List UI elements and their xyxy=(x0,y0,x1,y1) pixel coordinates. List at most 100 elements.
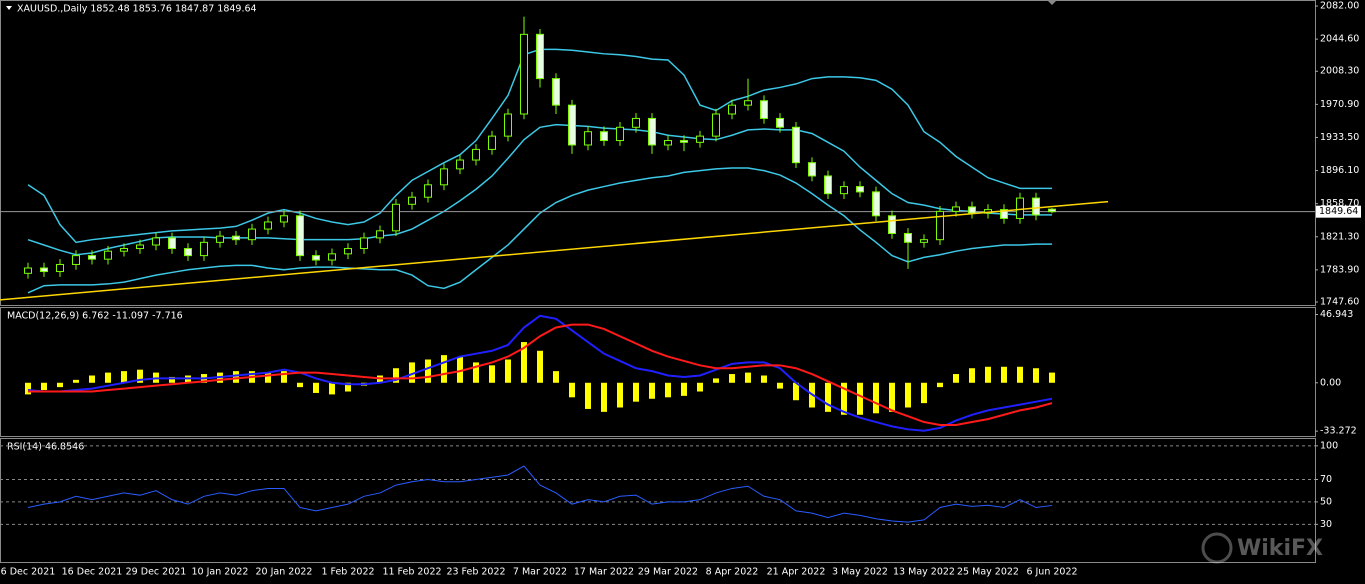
macd-line xyxy=(27,314,1053,432)
macd-bar xyxy=(233,371,239,383)
candle-body xyxy=(744,100,752,106)
macd-bar xyxy=(569,382,575,398)
macd-bar xyxy=(825,382,831,412)
macd-bar xyxy=(489,365,495,383)
y-tick-label: 1858.70 xyxy=(1320,198,1359,209)
candle-body xyxy=(632,117,640,128)
last-price-box xyxy=(1316,205,1361,218)
candle-body xyxy=(376,230,384,239)
x-tick-label: 11 Feb 2022 xyxy=(382,567,441,578)
y-tick-label: 1896.10 xyxy=(1320,165,1359,176)
candle-body xyxy=(1000,209,1008,219)
y-tick-label: 2082.00 xyxy=(1320,1,1359,12)
x-tick-label: 10 Jan 2022 xyxy=(192,567,249,578)
band-line xyxy=(27,167,1052,294)
macd-bar xyxy=(777,382,783,389)
candle-body xyxy=(808,162,816,177)
candle-body xyxy=(216,235,224,243)
rsi-title: RSI(14) 46.8546 xyxy=(7,442,84,453)
x-tick-label: 29 Dec 2021 xyxy=(126,567,187,578)
main-panel xyxy=(0,0,1316,306)
macd-panel xyxy=(0,307,1316,437)
y-tick-label: 1970.90 xyxy=(1320,99,1359,110)
menu-arrow[interactable] xyxy=(6,6,12,10)
y-tick-label: 70 xyxy=(1320,474,1332,485)
candle-body xyxy=(296,215,304,257)
macd-bar xyxy=(969,368,975,383)
candle-body xyxy=(24,267,32,274)
macd-bar xyxy=(873,382,879,414)
macd-bar xyxy=(57,382,63,388)
macd-bar xyxy=(761,375,767,383)
candle-body xyxy=(776,117,784,128)
macd-bar xyxy=(633,382,639,402)
panel-frames xyxy=(0,0,1316,563)
macd-bar xyxy=(297,382,303,388)
candle-body xyxy=(872,191,880,217)
candle-body xyxy=(168,237,176,250)
candle-body xyxy=(184,248,192,257)
macd-title: MACD(12,26,9) 6.762 -11.097 -7.716 xyxy=(7,311,183,322)
candle-body xyxy=(504,113,512,137)
x-tick-label: 21 Apr 2022 xyxy=(767,567,826,578)
macd-bar xyxy=(921,382,927,404)
candle-body xyxy=(600,131,608,142)
watermark-text: WikiFX xyxy=(1237,536,1323,561)
candle-body xyxy=(520,33,528,115)
chart-title: XAUUSD.,Daily 1852.48 1853.76 1847.87 18… xyxy=(17,4,257,15)
candle-body xyxy=(936,210,944,241)
macd-bar xyxy=(905,382,911,408)
candle-body xyxy=(56,263,64,273)
macd-bar xyxy=(585,382,591,409)
macd-bar xyxy=(1049,372,1055,383)
macd-bar xyxy=(665,382,671,398)
macd-bar xyxy=(345,382,351,392)
candle-body xyxy=(888,215,896,234)
candle-body xyxy=(1048,208,1056,213)
x-tick-label: 20 Jan 2022 xyxy=(256,567,313,578)
macd-bar xyxy=(601,382,607,412)
candle-body xyxy=(120,248,128,252)
macd-bar xyxy=(265,372,271,383)
candle-body xyxy=(1032,197,1040,216)
macd-bar xyxy=(121,371,127,383)
macd-bar xyxy=(425,359,431,383)
macd-bar xyxy=(41,382,47,391)
x-tick-label: 13 May 2022 xyxy=(893,567,955,578)
candle-body xyxy=(72,255,80,265)
y-tick-label: 0.00 xyxy=(1320,377,1341,388)
candle-body xyxy=(1016,197,1024,219)
macd-line xyxy=(28,323,1053,426)
macd-bar xyxy=(313,382,319,393)
candle-body xyxy=(904,232,912,243)
y-tick-label: 30 xyxy=(1320,519,1332,530)
macd-bar xyxy=(857,382,863,415)
candle-body xyxy=(696,135,704,143)
candle-body xyxy=(248,228,256,241)
macd-bar xyxy=(649,382,655,399)
y-tick-label: 50 xyxy=(1320,496,1332,507)
candle-body xyxy=(824,175,832,195)
candle-body xyxy=(664,140,672,146)
macd-bar xyxy=(329,382,335,395)
candle-body xyxy=(712,113,720,137)
y-tick-label: 2044.60 xyxy=(1320,34,1359,45)
x-tick-label: 17 Mar 2022 xyxy=(574,567,634,578)
watermark xyxy=(1201,532,1233,564)
candle-body xyxy=(104,250,112,260)
macd-bar xyxy=(1033,368,1039,383)
rsi-panel xyxy=(0,438,1316,563)
y-tick-label: 1783.90 xyxy=(1320,264,1359,275)
macd-bar xyxy=(457,356,463,383)
candle-body xyxy=(616,126,624,142)
candle-body xyxy=(456,159,464,170)
macd-bar xyxy=(1001,366,1007,383)
macd-bar xyxy=(729,374,735,383)
candle-body xyxy=(136,244,144,250)
candle-body xyxy=(584,131,592,146)
candle-body xyxy=(728,104,736,115)
macd-bar xyxy=(793,382,799,401)
x-tick-label: 3 May 2022 xyxy=(832,567,888,578)
candle-body xyxy=(680,140,688,143)
